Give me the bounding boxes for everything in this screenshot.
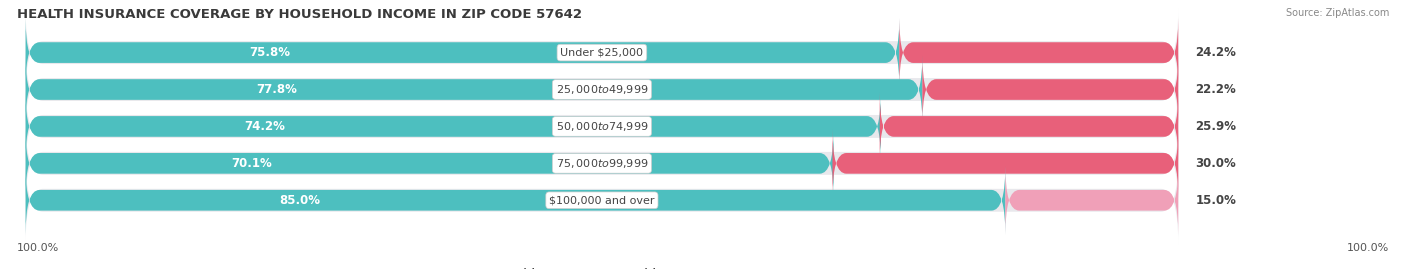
Text: 24.2%: 24.2%	[1195, 46, 1236, 59]
FancyBboxPatch shape	[832, 129, 1178, 197]
Text: $75,000 to $99,999: $75,000 to $99,999	[555, 157, 648, 170]
Text: 77.8%: 77.8%	[256, 83, 297, 96]
Text: 15.0%: 15.0%	[1195, 194, 1236, 207]
Text: Under $25,000: Under $25,000	[561, 48, 644, 58]
FancyBboxPatch shape	[25, 93, 882, 160]
Text: $100,000 and over: $100,000 and over	[550, 195, 655, 205]
Text: 100.0%: 100.0%	[17, 243, 59, 253]
Text: HEALTH INSURANCE COVERAGE BY HOUSEHOLD INCOME IN ZIP CODE 57642: HEALTH INSURANCE COVERAGE BY HOUSEHOLD I…	[17, 8, 582, 21]
FancyBboxPatch shape	[922, 55, 1178, 123]
Text: 74.2%: 74.2%	[245, 120, 285, 133]
Text: 75.8%: 75.8%	[250, 46, 291, 59]
Text: 30.0%: 30.0%	[1195, 157, 1236, 170]
Text: $25,000 to $49,999: $25,000 to $49,999	[555, 83, 648, 96]
FancyBboxPatch shape	[900, 19, 1178, 87]
FancyBboxPatch shape	[25, 45, 1178, 133]
Text: 70.1%: 70.1%	[232, 157, 273, 170]
FancyBboxPatch shape	[25, 55, 922, 123]
Text: 85.0%: 85.0%	[280, 194, 321, 207]
FancyBboxPatch shape	[25, 9, 1178, 97]
FancyBboxPatch shape	[25, 166, 1005, 234]
Text: $50,000 to $74,999: $50,000 to $74,999	[555, 120, 648, 133]
FancyBboxPatch shape	[25, 156, 1178, 244]
FancyBboxPatch shape	[880, 93, 1178, 160]
Text: 100.0%: 100.0%	[1347, 243, 1389, 253]
FancyBboxPatch shape	[25, 129, 834, 197]
FancyBboxPatch shape	[1005, 166, 1178, 234]
Legend: With Coverage, Without Coverage: With Coverage, Without Coverage	[491, 268, 740, 269]
Text: 22.2%: 22.2%	[1195, 83, 1236, 96]
Text: Source: ZipAtlas.com: Source: ZipAtlas.com	[1285, 8, 1389, 18]
FancyBboxPatch shape	[25, 19, 900, 87]
FancyBboxPatch shape	[25, 83, 1178, 170]
FancyBboxPatch shape	[25, 119, 1178, 207]
Text: 25.9%: 25.9%	[1195, 120, 1236, 133]
